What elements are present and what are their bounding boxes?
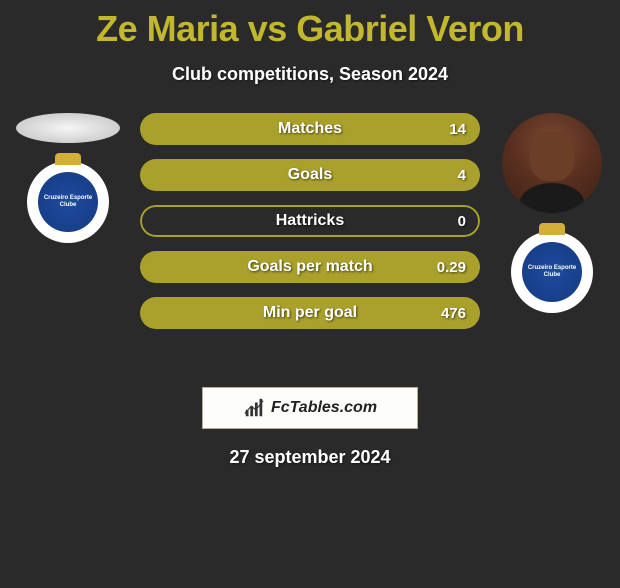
footer-logo-text: FcTables.com: [271, 399, 377, 417]
stat-bar-label: Goals: [140, 159, 480, 191]
stat-bar: Goals per match0.29: [140, 251, 480, 283]
stat-bar-value-right: 0.29: [437, 251, 466, 283]
stat-bar-value-right: 0: [458, 205, 466, 237]
stat-bar: Min per goal476: [140, 297, 480, 329]
right-player-column: Cruzeiro Esporte Clube: [492, 113, 612, 313]
left-player-photo: [16, 113, 120, 143]
stat-bar: Hattricks0: [140, 205, 480, 237]
left-player-column: Cruzeiro Esporte Clube: [8, 113, 128, 243]
left-club-badge-inner: Cruzeiro Esporte Clube: [38, 172, 98, 232]
stat-bar-value-right: 14: [449, 113, 466, 145]
right-club-badge-inner: Cruzeiro Esporte Clube: [522, 242, 582, 302]
comparison-area: Cruzeiro Esporte Clube Matches14 Goals4 Ha…: [0, 113, 620, 373]
footer-logo-box: FcTables.com: [202, 387, 418, 429]
stat-bar-label: Min per goal: [140, 297, 480, 329]
stat-bar-label: Goals per match: [140, 251, 480, 283]
stat-bar-label: Hattricks: [140, 205, 480, 237]
stat-bar: Matches14: [140, 113, 480, 145]
stat-bar: Goals4: [140, 159, 480, 191]
right-club-badge-text: Cruzeiro Esporte Clube: [522, 265, 582, 278]
left-club-badge: Cruzeiro Esporte Clube: [27, 161, 109, 243]
left-club-badge-text: Cruzeiro Esporte Clube: [38, 195, 98, 208]
stat-bar-value-right: 4: [458, 159, 466, 191]
subtitle: Club competitions, Season 2024: [0, 64, 620, 85]
right-club-badge: Cruzeiro Esporte Clube: [511, 231, 593, 313]
page-title: Ze Maria vs Gabriel Veron: [0, 8, 620, 50]
stat-bar-value-right: 476: [441, 297, 466, 329]
footer-date: 27 september 2024: [0, 447, 620, 468]
stats-bars: Matches14 Goals4 Hattricks0 Goals per match…: [140, 113, 480, 343]
chart-icon: [243, 397, 265, 419]
stat-bar-label: Matches: [140, 113, 480, 145]
right-player-photo: [502, 113, 602, 213]
